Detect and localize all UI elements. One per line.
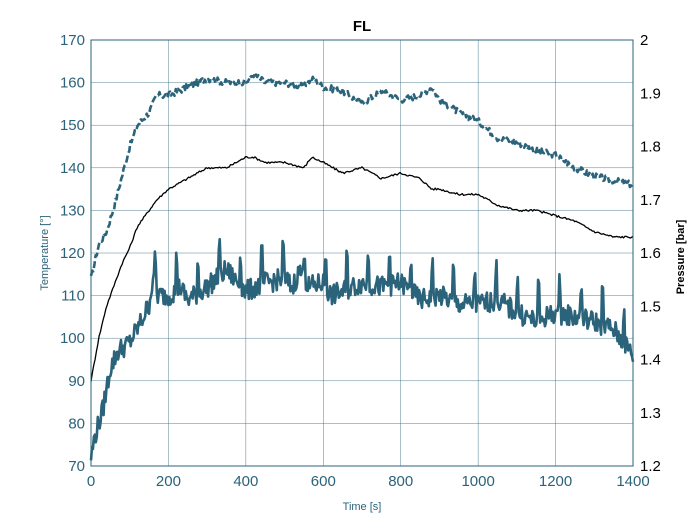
tick-labels: 0 200 400 600 800 1000 1200 1400 70 80 90 100 110 120…	[60, 32, 661, 490]
y-tick-label: 170	[60, 32, 85, 49]
x-tick-label: 200	[156, 473, 181, 490]
y-tick-label: 140	[60, 160, 85, 177]
grid-lines	[90, 39, 634, 467]
y-tick-label: 70	[68, 458, 85, 475]
x-axis-label: Time [s]	[343, 501, 382, 513]
series-lines	[89, 71, 635, 461]
y2-tick-label: 1.3	[640, 405, 661, 422]
plot-frame	[90, 39, 634, 467]
y2-tick-label: 1.8	[640, 139, 661, 156]
y2-tick-label: 2	[640, 32, 648, 49]
x-tick-label: 400	[233, 473, 258, 490]
y2-axis-label: Pressure [bar]	[675, 219, 687, 294]
y-tick-label: 100	[60, 330, 85, 347]
x-tick-label: 600	[311, 473, 336, 490]
x-tick-label: 1400	[616, 473, 649, 490]
x-tick-label: 1200	[539, 473, 572, 490]
x-tick-label: 1000	[461, 473, 494, 490]
y2-tick-label: 1.7	[640, 192, 661, 209]
y-tick-label: 110	[61, 288, 85, 305]
y2-tick-label: 1.9	[640, 85, 661, 102]
y2-tick-label: 1.2	[640, 458, 661, 475]
y-tick-label: 160	[60, 75, 85, 92]
y-tick-label: 80	[68, 415, 85, 432]
y-tick-label: 120	[60, 245, 85, 262]
y-tick-label: 130	[60, 202, 85, 219]
y2-tick-label: 1.6	[640, 245, 661, 262]
series-line-2	[90, 156, 634, 382]
chart-title: FL	[353, 18, 371, 35]
y-tick-label: 90	[68, 373, 85, 390]
x-tick-label: 0	[87, 473, 95, 490]
y-axis-label: Temperature [°]	[39, 215, 51, 290]
y2-tick-label: 1.5	[640, 298, 661, 315]
x-tick-label: 800	[388, 473, 413, 490]
series-line-1	[89, 71, 634, 277]
y-tick-label: 150	[60, 117, 85, 134]
y2-tick-label: 1.4	[640, 352, 661, 369]
series-line-3	[89, 237, 635, 461]
